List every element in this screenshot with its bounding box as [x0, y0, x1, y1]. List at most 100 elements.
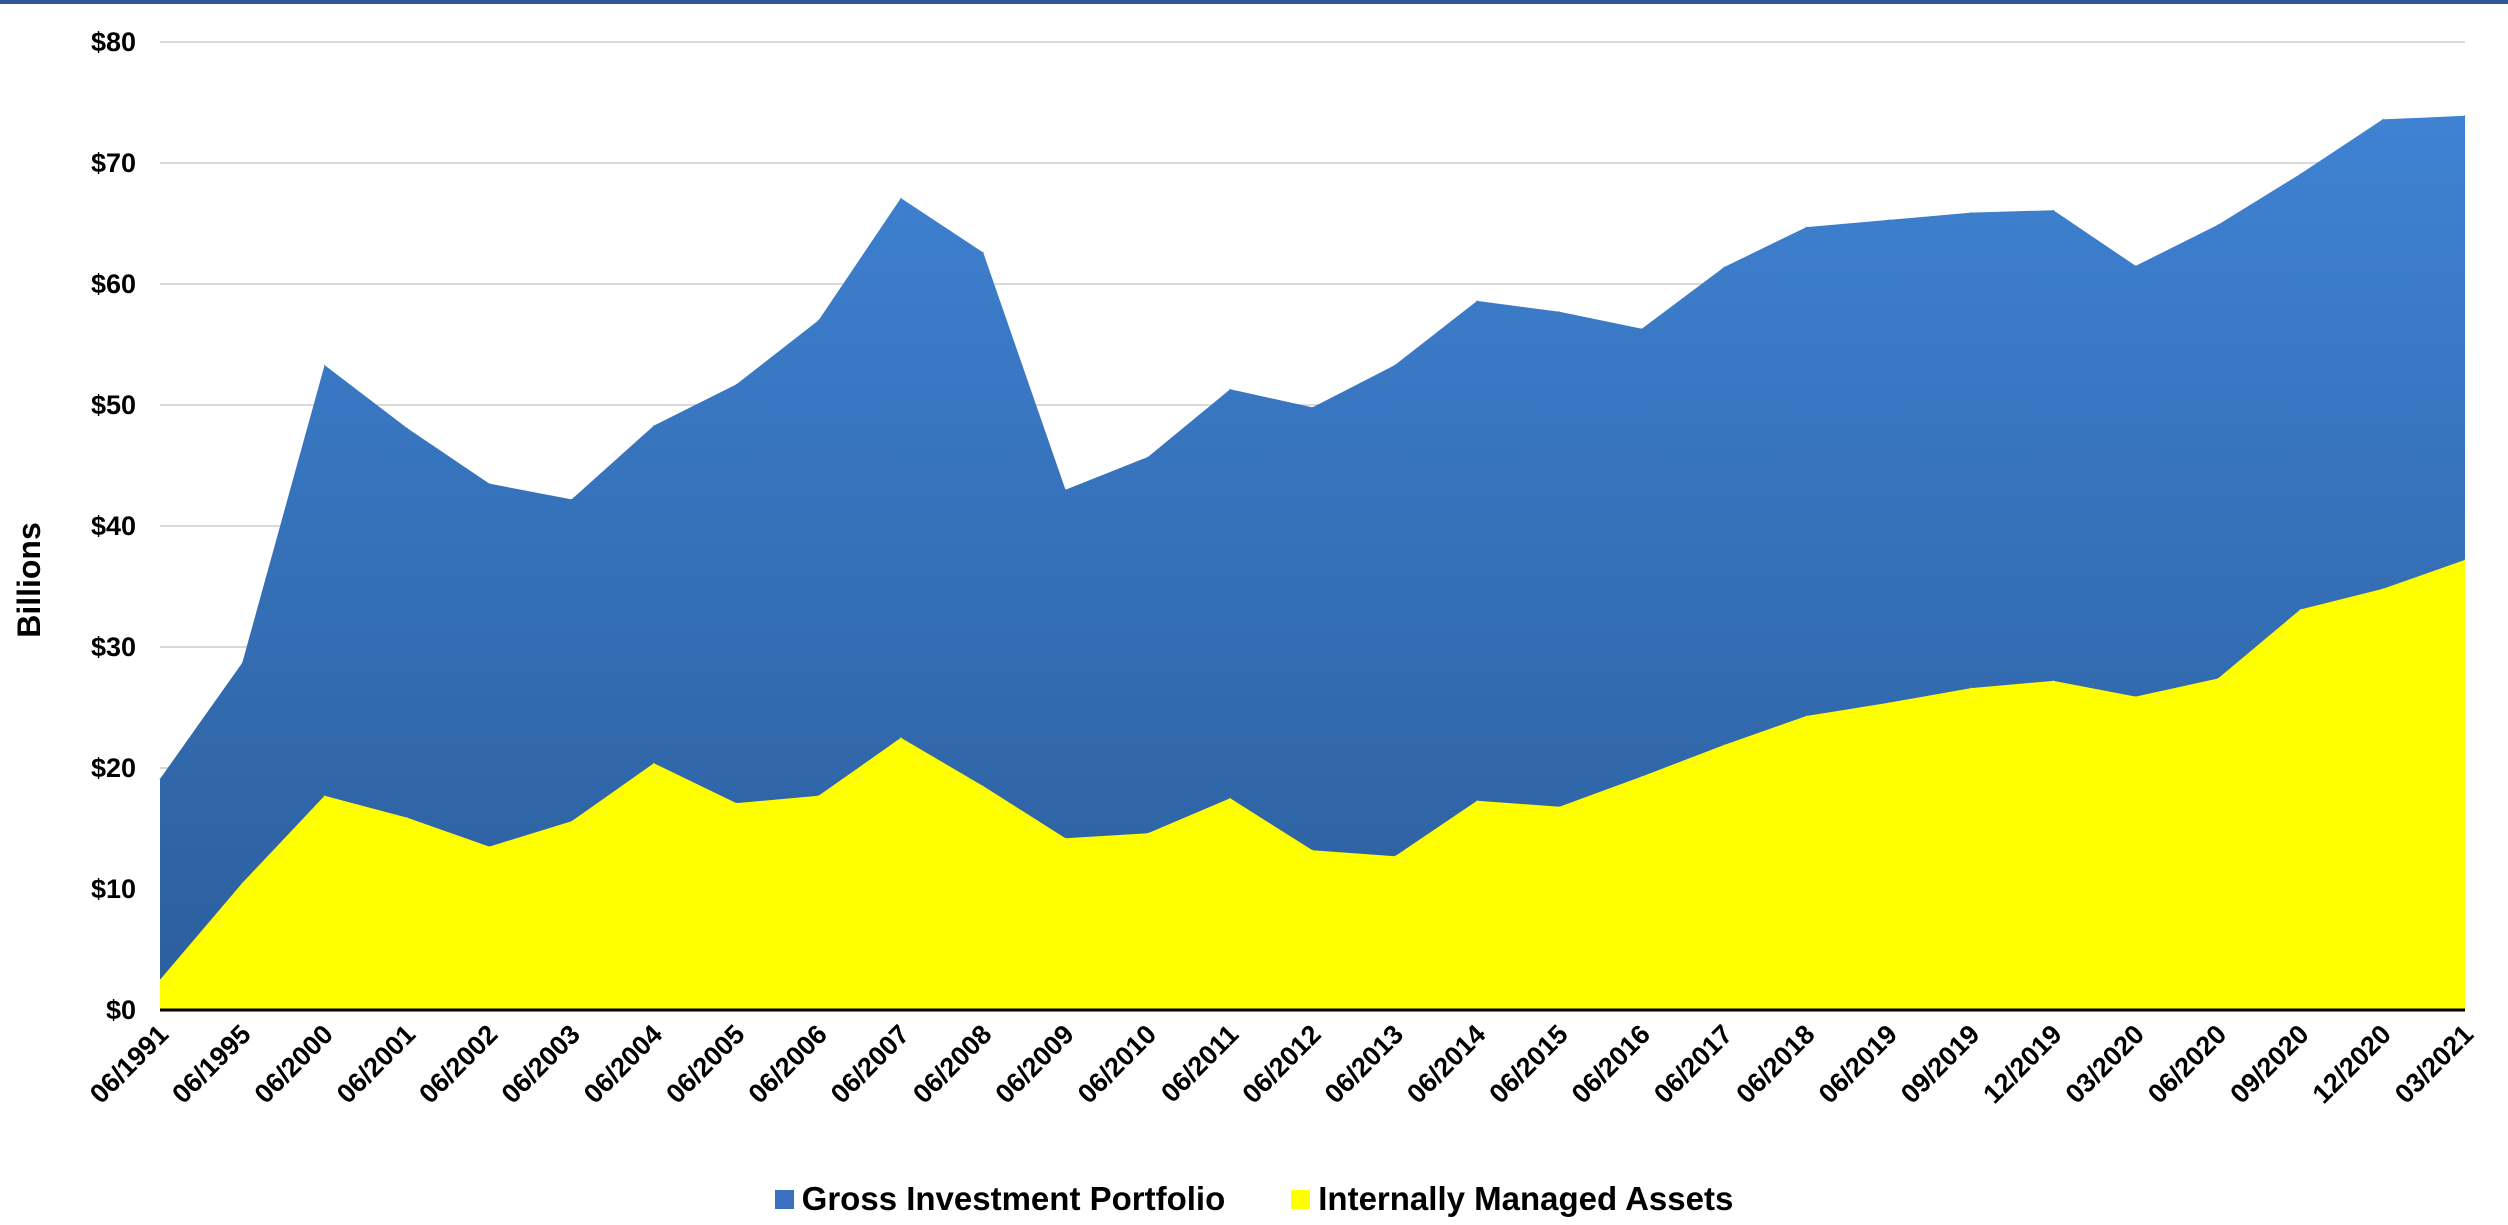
data-point	[2299, 609, 2301, 610]
data-point	[406, 817, 408, 819]
data-point	[159, 778, 161, 780]
data-point	[1065, 489, 1066, 491]
data-point	[159, 979, 161, 981]
legend-item-gross: Gross Investment Portfolio	[774, 1180, 1226, 1218]
x-tick-label: 06/2001	[331, 1019, 421, 1109]
data-point	[2052, 680, 2054, 682]
series-areas	[159, 115, 2466, 1011]
x-tick-label: 03/2021	[2389, 1019, 2479, 1109]
x-tick-label: 06/1995	[166, 1019, 256, 1109]
legend: Gross Investment Portfolio Internally Ma…	[0, 1180, 2508, 1218]
data-point	[1559, 311, 1560, 313]
y-tick-label: $20	[91, 753, 136, 783]
data-point	[406, 427, 408, 429]
data-point	[1970, 212, 1972, 214]
data-point	[1723, 744, 1725, 746]
data-point	[1805, 715, 1807, 717]
data-point	[2135, 265, 2137, 267]
x-tick-label: 06/2009	[990, 1019, 1080, 1109]
data-point	[653, 425, 655, 427]
data-point	[1641, 328, 1643, 330]
data-point	[982, 252, 984, 253]
data-point	[241, 662, 243, 664]
data-point	[488, 846, 490, 848]
x-tick-label: 06/2008	[907, 1019, 997, 1109]
data-point	[653, 762, 655, 764]
x-tick-label: 12/2019	[1977, 1019, 2067, 1109]
data-point	[1641, 776, 1643, 777]
x-tick-label: 06/2000	[249, 1019, 339, 1109]
x-tick-label: 06/2017	[1648, 1019, 1738, 1109]
data-point	[818, 795, 820, 797]
y-tick-label: $60	[91, 269, 136, 299]
x-tick-label: 09/2019	[1895, 1019, 1985, 1109]
y-tick-labels: $0 $10 $20 $30 $40 $50 $60 $70 $80	[91, 27, 136, 1025]
x-tick-label: 09/2020	[2224, 1019, 2314, 1109]
x-tick-label: 06/2012	[1237, 1019, 1327, 1109]
y-tick-label: $70	[91, 148, 136, 178]
data-point	[2135, 696, 2137, 698]
data-point	[571, 820, 573, 822]
x-tick-label: 06/2007	[825, 1019, 915, 1109]
x-tick-label: 06/2006	[743, 1019, 833, 1109]
data-point	[2217, 678, 2219, 679]
area-chart: $0 $10 $20 $30 $40 $50 $60 $70 $80 06/199106/199…	[11, 27, 2479, 1109]
legend-swatch-gross	[774, 1189, 794, 1209]
data-point	[1065, 837, 1066, 839]
data-point	[1312, 406, 1313, 408]
series-area-internally-managed-assets	[160, 559, 2465, 1010]
data-point	[324, 364, 326, 366]
x-tick-label: 06/2020	[2142, 1019, 2232, 1109]
data-point	[735, 802, 737, 804]
top-border	[0, 0, 2508, 4]
data-point	[2464, 559, 2466, 561]
data-point	[2052, 209, 2054, 211]
data-point	[900, 197, 902, 199]
x-tick-label: 03/2020	[2060, 1019, 2150, 1109]
legend-item-internal: Internally Managed Assets	[1291, 1180, 1733, 1218]
data-point	[1229, 388, 1231, 390]
data-point	[1805, 226, 1807, 228]
x-tick-label: 06/2005	[660, 1019, 750, 1109]
data-point	[2382, 118, 2384, 120]
x-tick-label: 06/2016	[1566, 1019, 1656, 1109]
data-point	[1394, 855, 1396, 857]
data-point	[241, 882, 243, 884]
y-tick-label: $10	[91, 874, 136, 904]
y-tick-label: $80	[91, 27, 136, 57]
x-tick-label: 06/2010	[1072, 1019, 1162, 1109]
data-point	[324, 795, 326, 797]
data-point	[2464, 115, 2466, 117]
x-tick-label: 06/2004	[578, 1019, 668, 1109]
data-point	[1312, 849, 1313, 851]
data-point	[2217, 224, 2219, 226]
y-tick-label: $0	[106, 995, 136, 1025]
x-tick-label: 06/2013	[1319, 1019, 1409, 1109]
data-point	[2382, 588, 2384, 590]
x-tick-label: 06/2019	[1813, 1019, 1903, 1109]
data-point	[900, 737, 902, 739]
legend-swatch-internal	[1291, 1189, 1311, 1209]
x-tick-label: 06/2018	[1730, 1019, 1820, 1109]
x-tick-label: 06/2015	[1483, 1019, 1573, 1109]
y-tick-label: $40	[91, 511, 136, 541]
data-point	[735, 383, 737, 385]
data-point	[1229, 797, 1231, 799]
y-tick-label: $50	[91, 390, 136, 420]
data-point	[1476, 800, 1478, 802]
legend-label-internal: Internally Managed Assets	[1318, 1180, 1734, 1217]
data-point	[1888, 219, 1890, 221]
x-tick-label: 06/2014	[1401, 1019, 1491, 1109]
x-tick-label: 12/2020	[2307, 1019, 2397, 1109]
x-tick-label: 06/2002	[413, 1019, 503, 1109]
x-tick-labels: 06/199106/199506/200006/200106/200206/20…	[84, 1019, 2479, 1109]
data-point	[982, 785, 984, 787]
data-point	[1394, 364, 1396, 366]
data-point	[1970, 687, 1972, 689]
data-point	[1476, 300, 1478, 302]
x-tick-label: 06/2003	[496, 1019, 586, 1109]
data-point	[488, 483, 490, 485]
legend-label-gross: Gross Investment Portfolio	[801, 1180, 1226, 1217]
data-point	[571, 498, 573, 500]
data-point	[1147, 456, 1149, 458]
